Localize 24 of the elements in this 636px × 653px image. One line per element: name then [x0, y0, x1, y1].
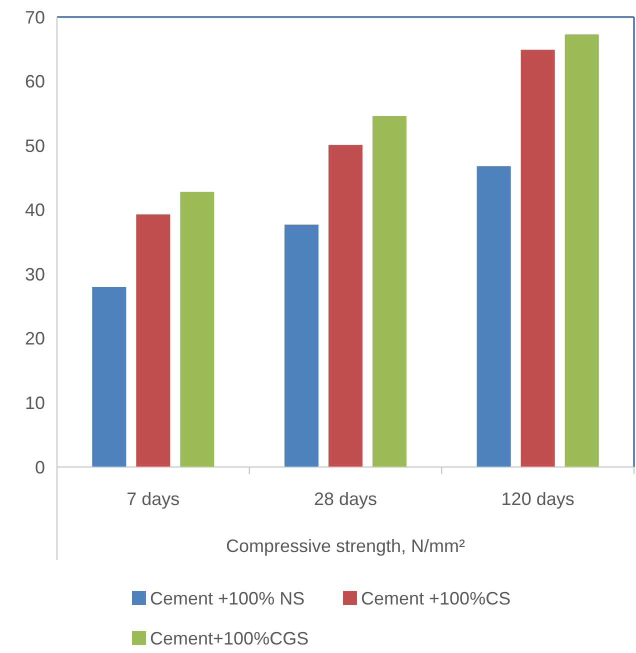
- legend-label: Cement+100%CGS: [150, 628, 309, 648]
- bar: [92, 287, 126, 467]
- bar: [520, 50, 555, 467]
- legend-label: Cement +100% NS: [150, 588, 305, 608]
- bar: [136, 214, 170, 467]
- x-tick-label: 7 days: [126, 489, 180, 509]
- y-tick-label: 40: [24, 200, 45, 220]
- x-axis-title: Compressive strength, N/mm²: [226, 536, 466, 556]
- bar: [180, 192, 214, 467]
- y-tick-label: 20: [24, 328, 45, 349]
- y-tick-label: 10: [24, 393, 45, 414]
- y-tick-label: 60: [24, 72, 45, 92]
- legend-label: Cement +100%CS: [361, 588, 511, 608]
- bar: [476, 166, 511, 467]
- bar: [372, 116, 406, 467]
- bar: [564, 34, 599, 467]
- bar: [328, 144, 362, 467]
- y-tick-label: 30: [24, 264, 45, 284]
- y-tick-label: 50: [24, 136, 45, 156]
- y-tick-label: 0: [34, 457, 45, 478]
- y-tick-label: 70: [24, 7, 45, 28]
- x-tick-label: 120 days: [501, 489, 574, 509]
- bar: [284, 224, 318, 467]
- x-tick-label: 28 days: [314, 489, 378, 509]
